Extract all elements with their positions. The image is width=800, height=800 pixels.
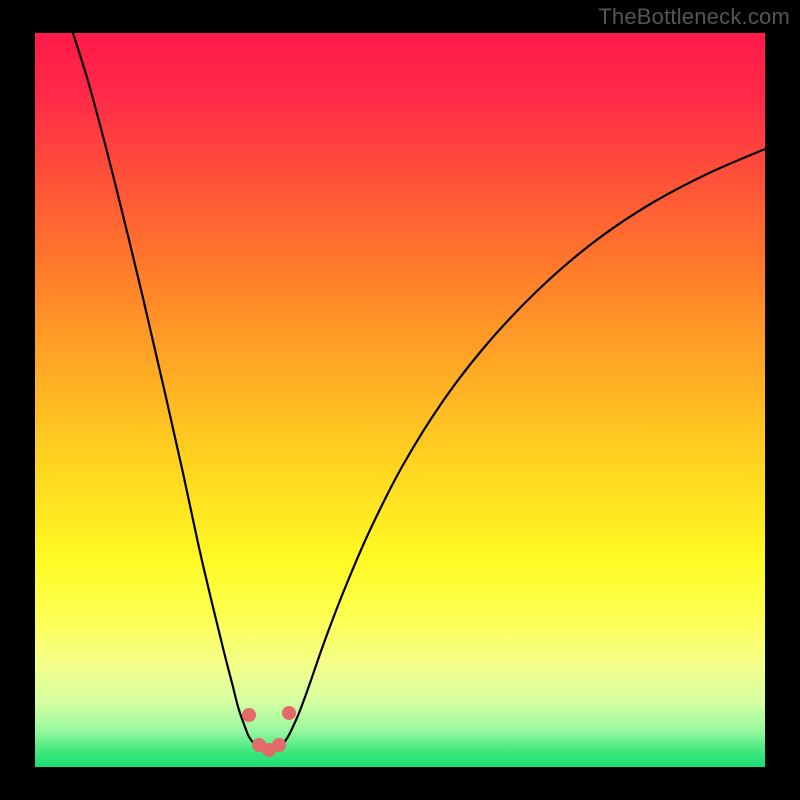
bottleneck-curve [73, 33, 765, 751]
marker-dot [282, 706, 296, 720]
plot-area [35, 33, 765, 767]
marker-dot [242, 708, 256, 722]
canvas-root: TheBottleneck.com [0, 0, 800, 800]
watermark-text: TheBottleneck.com [598, 4, 790, 30]
marker-dot [272, 738, 286, 752]
curve-layer [35, 33, 765, 767]
marker-group [242, 706, 296, 757]
